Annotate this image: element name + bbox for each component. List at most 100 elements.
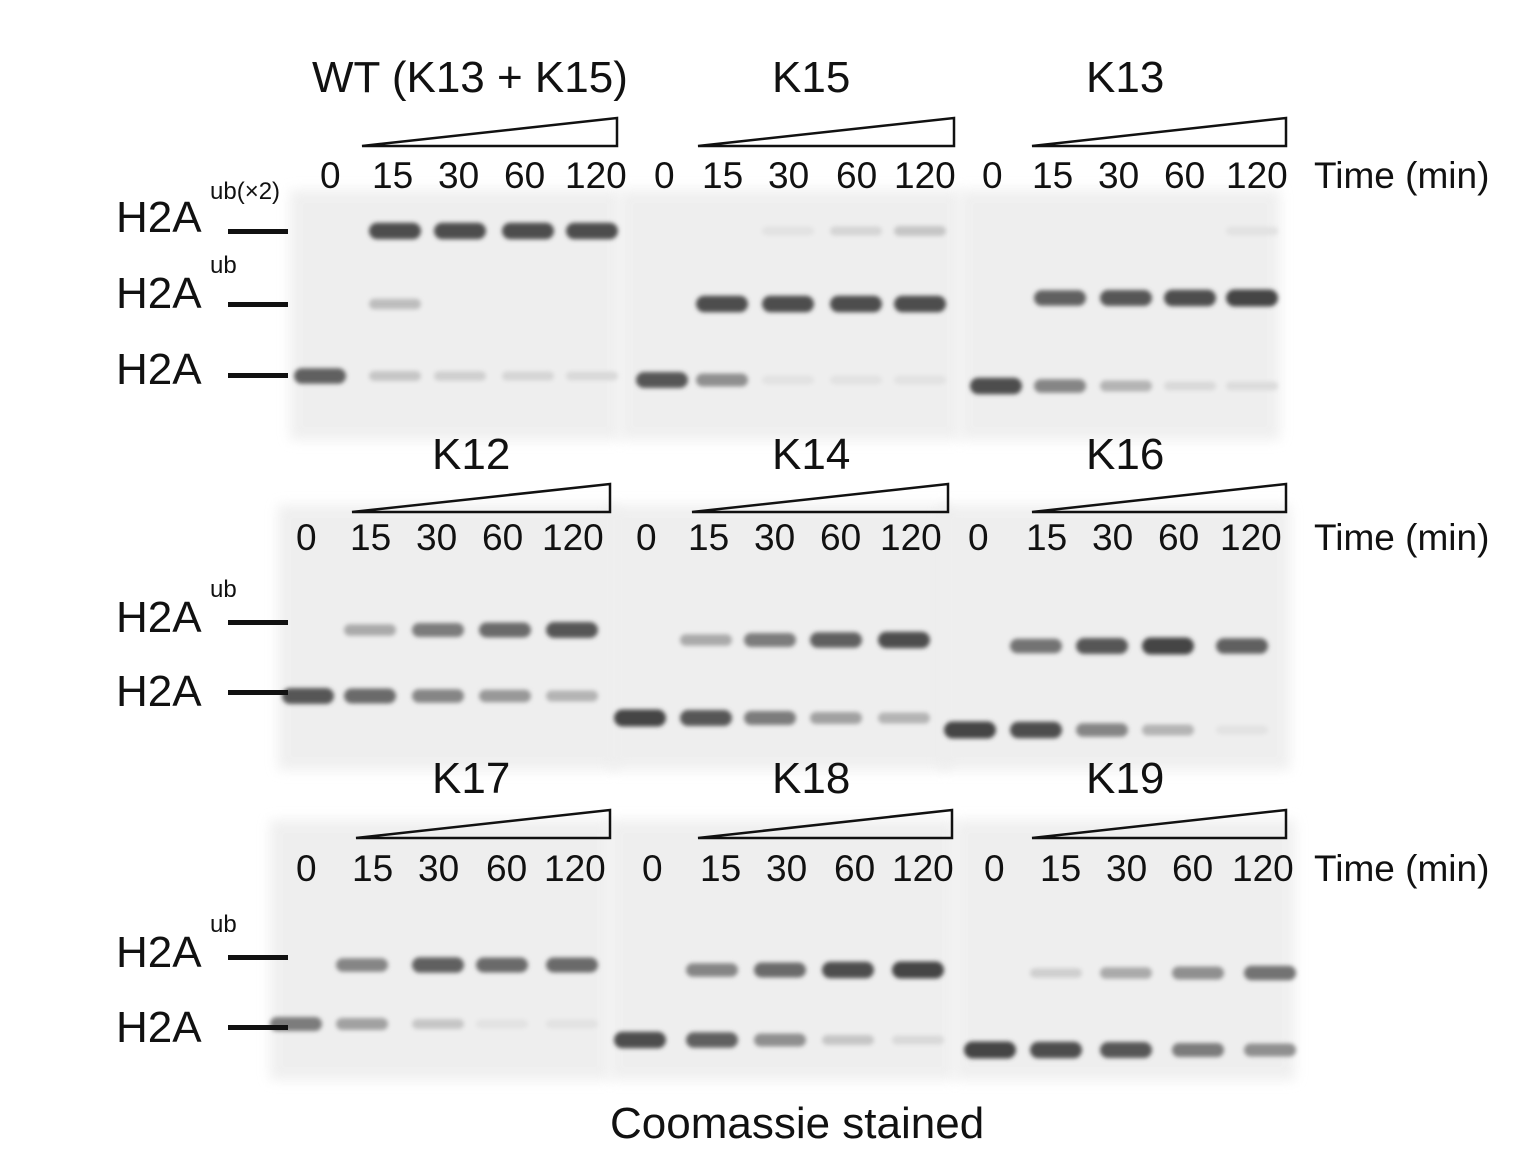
time-120: 120 — [565, 155, 627, 196]
gel-band-h2a — [892, 1035, 944, 1045]
time-0: 0 — [968, 517, 989, 558]
time-15: 15 — [1040, 848, 1082, 889]
time-gradient-wedge — [1031, 482, 1288, 514]
marker-h2a-text: H2A — [116, 269, 202, 318]
gel-band-ub — [762, 295, 814, 313]
gel-band-h2a — [686, 1032, 738, 1048]
time-axis-label: Time (min) — [1314, 155, 1490, 196]
marker-h2a-row1: H2A — [116, 345, 202, 394]
panel-title-k13: K13 — [1086, 53, 1165, 102]
gel-band-h2a — [1100, 380, 1152, 392]
time-0: 0 — [320, 155, 341, 196]
time-30: 30 — [1098, 155, 1140, 196]
figure-caption: Coomassie stained — [610, 1099, 985, 1148]
gel-band-h2a — [1010, 721, 1062, 739]
gel-band-h2a — [754, 1033, 806, 1047]
panel-title-k12: K12 — [432, 430, 511, 479]
gel-band-h2a — [614, 1031, 666, 1049]
marker-h2a-row3: H2A — [116, 1003, 202, 1052]
time-gradient-wedge — [1031, 808, 1288, 840]
gel-band-ub — [476, 957, 528, 973]
time-30: 30 — [1106, 848, 1148, 889]
gel-band-h2a — [344, 688, 396, 704]
gel-band-h2a — [294, 368, 346, 384]
gel-band-ub — [680, 634, 732, 646]
marker-ub-superscript-row3: ub — [210, 911, 237, 938]
time-0: 0 — [636, 517, 657, 558]
gel-band-h2a — [830, 375, 882, 385]
time-120: 120 — [1220, 517, 1282, 558]
time-30: 30 — [438, 155, 480, 196]
time-15: 15 — [372, 155, 414, 196]
gel-band-h2a — [336, 1018, 388, 1030]
gel-band-h2a — [1216, 725, 1268, 735]
marker-h2a-text: H2A — [116, 193, 202, 242]
gel-band-ub2 — [762, 226, 814, 236]
gel-band-h2a — [1034, 379, 1086, 393]
panel-title-k18: K18 — [772, 754, 851, 803]
time-120: 120 — [894, 155, 956, 196]
gel-band-h2a — [822, 1035, 874, 1045]
gel-band-h2a — [614, 709, 666, 727]
gel-band-ub — [1164, 289, 1216, 307]
gel-band-h2a — [1172, 1043, 1224, 1057]
time-gradient-wedge — [697, 808, 954, 840]
gel-band-ub2 — [502, 222, 554, 240]
gel-band-h2a — [894, 375, 946, 385]
time-15: 15 — [350, 517, 392, 558]
time-gradient-wedge — [691, 482, 950, 514]
gel-band-h2a — [1164, 381, 1216, 391]
gel-band-h2a — [546, 1019, 598, 1029]
gel-band-h2a — [762, 375, 814, 385]
gel-band-ub — [822, 961, 874, 979]
time-15: 15 — [688, 517, 730, 558]
marker-h2a-text: H2A — [116, 593, 202, 642]
gel-band-ub — [754, 962, 806, 978]
panel-title-wt: WT (K13 + K15) — [312, 53, 628, 102]
panel-title-k17: K17 — [432, 754, 511, 803]
gel-band-ub — [744, 633, 796, 647]
time-120: 120 — [1226, 155, 1288, 196]
gel-band-ub — [1010, 638, 1062, 654]
gel-band-ub — [1226, 289, 1278, 307]
time-60: 60 — [1172, 848, 1214, 889]
time-0: 0 — [982, 155, 1003, 196]
gel-band-ub — [810, 632, 862, 648]
panel-title-k19: K19 — [1086, 754, 1165, 803]
gel-band-h2a — [696, 373, 748, 387]
time-axis-label: Time (min) — [1314, 848, 1490, 889]
gel-band-h2a — [566, 371, 618, 381]
time-30: 30 — [766, 848, 808, 889]
gel-band-h2a — [1076, 723, 1128, 737]
marker-h2a-ub-row1: H2A — [116, 272, 202, 316]
time-15: 15 — [700, 848, 742, 889]
gel-band-h2a — [944, 721, 996, 739]
gel-band-ub — [336, 958, 388, 972]
gel-band-ub — [686, 963, 738, 977]
time-30: 30 — [754, 517, 796, 558]
gel-band-ub — [892, 961, 944, 979]
gel-band-h2a — [1142, 724, 1194, 736]
marker-h2a-text: H2A — [116, 928, 202, 977]
time-60: 60 — [836, 155, 878, 196]
time-120: 120 — [544, 848, 606, 889]
time-gradient-wedge — [1031, 116, 1288, 148]
gel-band-h2a — [680, 710, 732, 726]
panel-title-k14: K14 — [772, 430, 851, 479]
time-30: 30 — [418, 848, 460, 889]
marker-h2a-ub-row3: H2A — [116, 931, 202, 975]
gel-band-ub — [830, 295, 882, 313]
gel-band-ub — [878, 631, 930, 649]
gel-band-h2a — [636, 372, 688, 388]
gel-band-ub — [1244, 965, 1296, 981]
time-120: 120 — [880, 517, 942, 558]
gel-band-ub — [546, 957, 598, 973]
gel-band-h2a — [964, 1041, 1016, 1059]
marker-tick-ub2-row1 — [228, 229, 288, 234]
time-120: 120 — [1232, 848, 1294, 889]
gel-band-ub2 — [566, 222, 618, 240]
time-60: 60 — [482, 517, 524, 558]
gel-band-ub — [1100, 290, 1152, 306]
